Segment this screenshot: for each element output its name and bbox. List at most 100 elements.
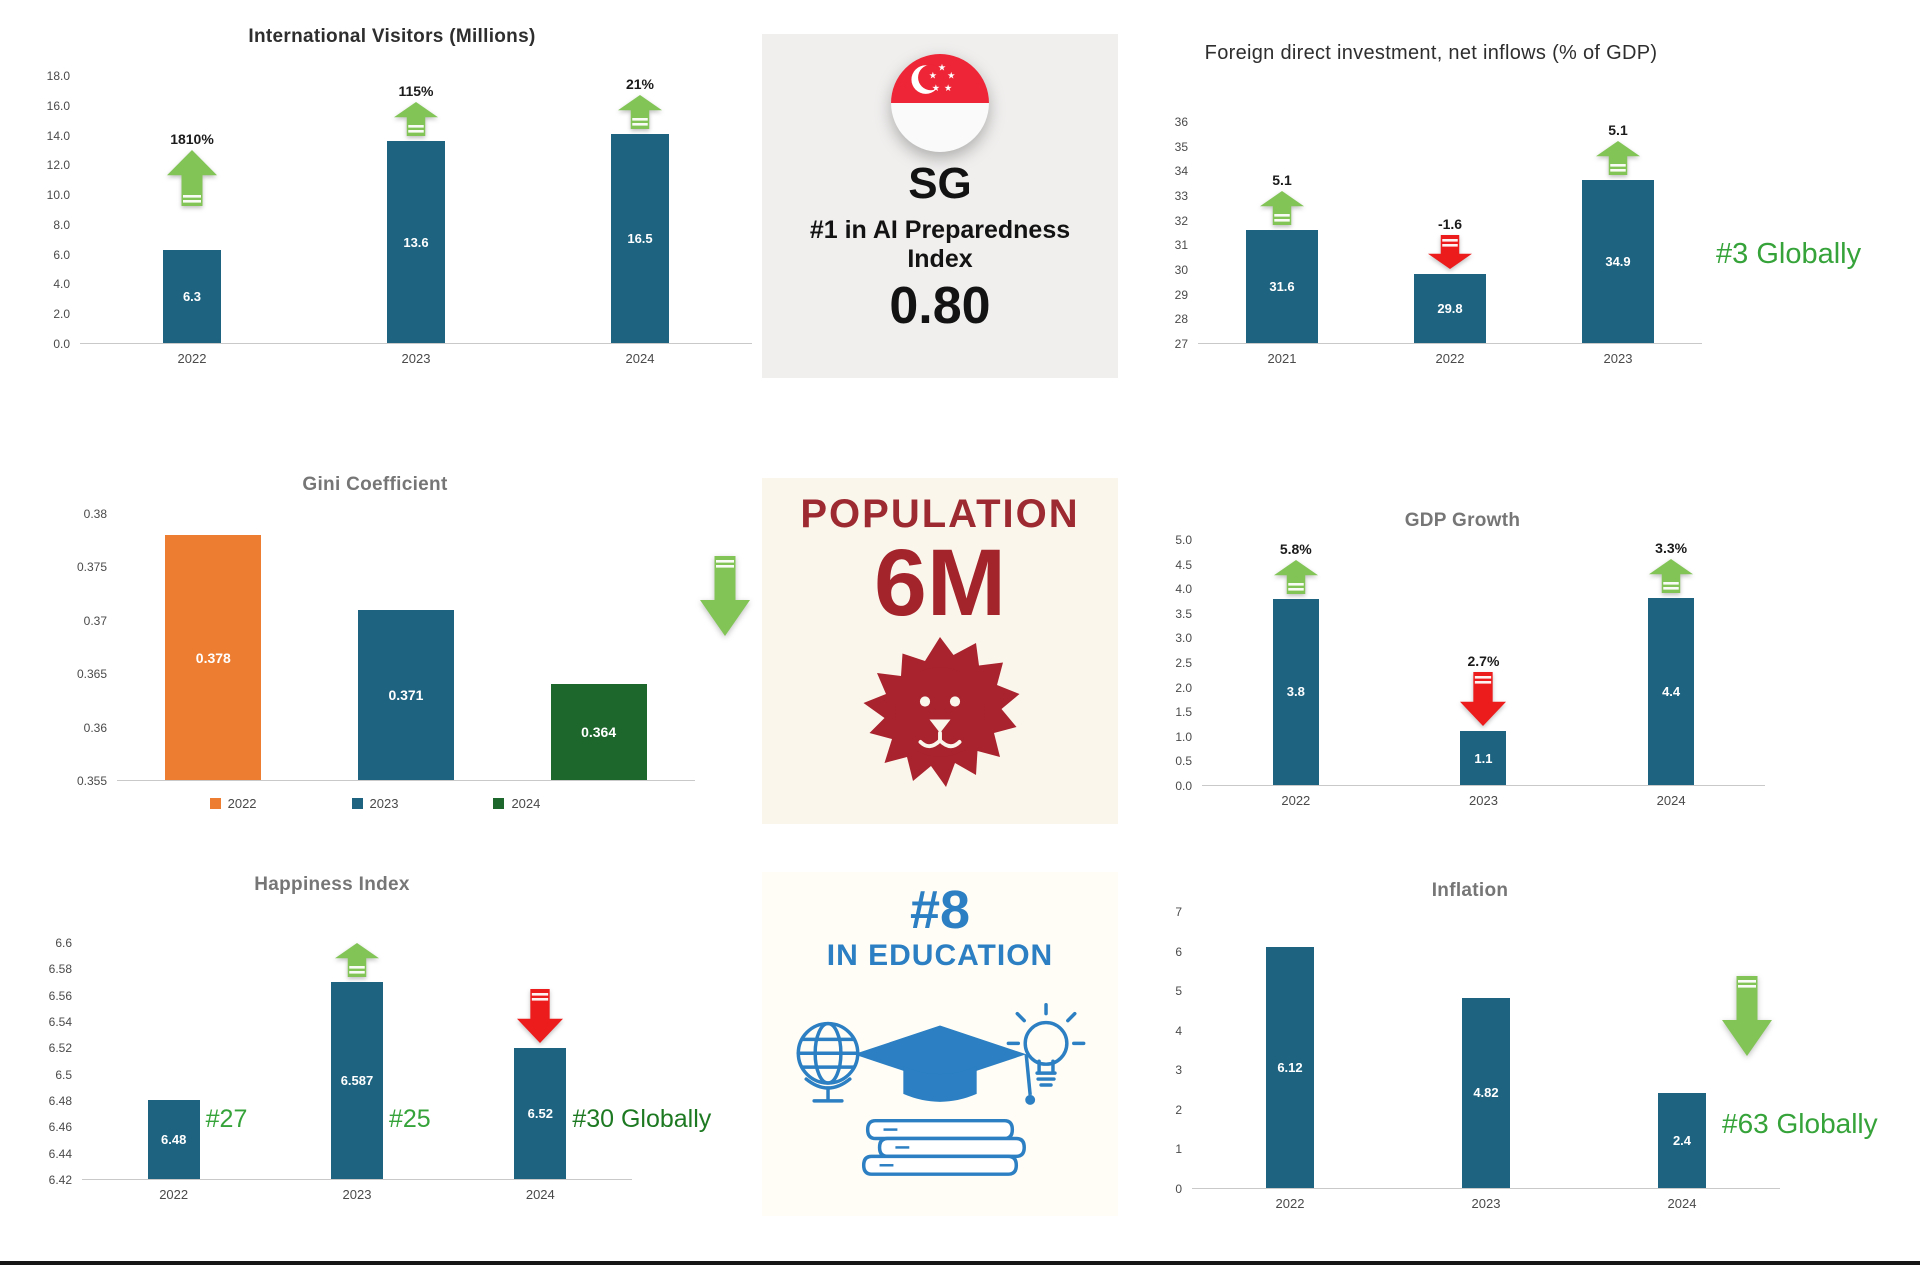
up-arrow-icon <box>334 943 379 977</box>
bar-group: 0.378 <box>127 514 300 780</box>
education-illustration <box>775 976 1105 1199</box>
education-subtitle: IN EDUCATION <box>826 938 1054 972</box>
annotation-value-label: 1810% <box>170 130 214 147</box>
bar-annotation: 2.7% <box>1460 653 1507 727</box>
svg-text:★: ★ <box>944 83 952 94</box>
bar-group: 1810% 6.3 <box>91 76 293 343</box>
x-axis: 2021 2022 2023 <box>1160 344 1702 366</box>
up-arrow-icon <box>167 149 217 206</box>
bar-annotation: 1810% <box>167 131 217 206</box>
bar-value-label: 0.371 <box>388 686 424 703</box>
ai-preparedness-subtitle-line1: #1 in AI Preparedness <box>809 216 1071 244</box>
bar-2024: 0.364 <box>550 684 647 780</box>
plot: 6.48 #27 6.587 #25 6.52 #30 Globally <box>82 943 711 1180</box>
bar-value-label: 6.52 <box>527 1105 553 1121</box>
fdi-chart-body: 36 35 34 33 32 31 30 29 28 27 5.1 31.6 -1.6 29.8 5.1 34… <box>1160 115 1702 366</box>
up-arrow-icon <box>618 95 662 129</box>
up-arrow-icon <box>394 102 438 137</box>
chart-plot-area: 36 35 34 33 32 31 30 29 28 27 5.1 31.6 -1.6 29.8 5.1 34… <box>1160 115 1702 351</box>
bar-value-label: 3.8 <box>1286 684 1305 700</box>
bar-value-label: 2.4 <box>1672 1133 1692 1149</box>
books-icon <box>861 1118 1026 1176</box>
bar-group: 0.364 <box>512 514 685 780</box>
x-axis-tick-label: 2022 <box>1281 793 1311 808</box>
gdp-chart-title: GDP Growth <box>1404 510 1521 531</box>
legend-label: 2024 <box>511 796 541 811</box>
bar-annotation: 21% <box>618 76 662 129</box>
x-axis-tick-label: 2024 <box>1667 1196 1697 1211</box>
y-axis-spacer <box>1160 786 1202 808</box>
plot: 5.8% 3.8 2.7% 1.1 3.3% 4.4 <box>1202 540 1765 786</box>
graduation-cap-icon <box>853 1025 1036 1105</box>
bar-2022: 0.378 <box>165 535 262 780</box>
legend-swatch <box>209 798 221 809</box>
y-axis-spacer <box>1160 344 1198 366</box>
x-axis-tick-label: 2022 <box>1275 1196 1305 1211</box>
gdp-chart-body: 5.0 4.5 4.0 3.5 3.0 2.5 2.0 1.5 1.0 0.5 0.0 5.8% 3.8… <box>1160 533 1765 808</box>
bar-value-label: 16.5 <box>627 231 653 246</box>
bar-2021: 31.6 <box>1246 230 1318 343</box>
happiness-chart: Happiness Index 6.6 6.58 6.56 6.54 6.52 6.5 6.… <box>22 862 712 1212</box>
legend-swatch <box>351 798 363 809</box>
legend-item: 2023 <box>351 796 398 811</box>
x-axis-tick-label: 2024 <box>525 1187 555 1202</box>
bar-group: 4.82 <box>1398 912 1574 1188</box>
x-axis-tick-label: 2024 <box>1656 793 1686 808</box>
bar-group: 6.52 #30 Globally <box>458 943 711 1179</box>
plot: 6.12 4.82 2.4 <box>1192 912 1780 1189</box>
singapore-flag-icon: ★ ★ ★ ★ ★ <box>889 52 991 154</box>
x-axis-labels: 2022 2023 2024 <box>1192 1189 1780 1211</box>
up-arrow-icon <box>1649 559 1694 593</box>
x-axis-labels: 2021 2022 2023 <box>1198 344 1702 366</box>
bar-group: 5.1 34.9 <box>1542 122 1693 343</box>
y-axis: 0.38 0.375 0.37 0.365 0.36 0.355 <box>76 507 107 788</box>
chart-plot-area: 6.6 6.58 6.56 6.54 6.52 6.5 6.48 6.46 6.44 6.42 6.… <box>32 936 712 1187</box>
annotation-value-label: -1.6 <box>1437 216 1463 233</box>
y-axis: 6.6 6.58 6.56 6.54 6.52 6.5 6.48 6.46 6.44 6.42 <box>48 936 72 1187</box>
inflation-trend-down-arrow-icon <box>1722 976 1772 1056</box>
chart-plot-area: 18.0 16.0 14.0 12.0 10.0 8.0 6.0 4.0 2.0 0.0 1810%… <box>32 69 752 351</box>
lightbulb-icon <box>1006 1002 1086 1087</box>
x-axis-tick-label: 2022 <box>159 1187 189 1202</box>
bar-2023: 0.371 <box>357 609 454 780</box>
x-axis: 2022 2023 2024 <box>1160 1189 1780 1211</box>
globe-icon <box>796 1021 860 1103</box>
legend-item: 2022 <box>209 796 257 811</box>
annotation-value-label: 3.3% <box>1655 540 1688 556</box>
plot: 0.378 0.371 0.364 <box>117 514 695 781</box>
x-axis-labels: 2022 2023 2024 <box>1202 786 1765 808</box>
legend-item: 2024 <box>493 796 540 811</box>
bar-value-label: 6.12 <box>1277 1059 1303 1075</box>
visitors-chart: International Visitors (Millions) 18.0 16… <box>22 14 762 386</box>
bar-group: 5.8% 3.8 <box>1211 540 1380 785</box>
gini-chart: Gini Coefficient 0.38 0.375 0.37 0.365 0.36 0… <box>45 462 705 822</box>
up-arrow-icon <box>1260 191 1304 226</box>
plot: 1810% 6.3 115% 13.6 21% 16.5 <box>80 76 752 344</box>
bar-2023: 13.6 <box>387 141 445 343</box>
bar-2024: 4.4 <box>1648 598 1695 785</box>
happiness-chart-body: 6.6 6.58 6.56 6.54 6.52 6.5 6.48 6.46 6.44 6.42 6.… <box>32 936 712 1202</box>
svg-text:★: ★ <box>929 71 937 82</box>
legend-label: 2022 <box>227 796 257 811</box>
bar-value-label: 1.1 <box>1474 750 1493 766</box>
bar-2022: 6.48 <box>147 1100 200 1179</box>
annotation-value-label: 2.7% <box>1467 653 1500 670</box>
x-axis-tick-label: 2023 <box>342 1187 372 1202</box>
bar-2022: 3.8 <box>1272 598 1319 785</box>
global-rank-label: #27 <box>205 1105 248 1133</box>
global-rank-label: #30 Globally <box>572 1105 712 1133</box>
plot: 5.1 31.6 -1.6 29.8 5.1 34.9 <box>1198 122 1702 344</box>
y-axis: 5.0 4.5 4.0 3.5 3.0 2.5 2.0 1.5 1.0 0.5 0.0 <box>1175 533 1192 793</box>
bar-group: 21% 16.5 <box>539 76 741 343</box>
y-axis: 36 35 34 33 32 31 30 29 28 27 <box>1174 115 1188 351</box>
legend-swatch <box>493 798 505 809</box>
visitors-chart-body: 18.0 16.0 14.0 12.0 10.0 8.0 6.0 4.0 2.0 0.0 1810%… <box>32 69 752 366</box>
ai-preparedness-subtitle-line2: Index <box>907 244 973 273</box>
fdi-global-rank-label: #3 Globally <box>1716 238 1862 270</box>
x-axis-tick-label: 2023 <box>1469 793 1498 808</box>
up-arrow-icon <box>1273 559 1318 594</box>
up-arrow-icon <box>1596 141 1640 175</box>
happiness-chart-title: Happiness Index <box>254 874 410 895</box>
